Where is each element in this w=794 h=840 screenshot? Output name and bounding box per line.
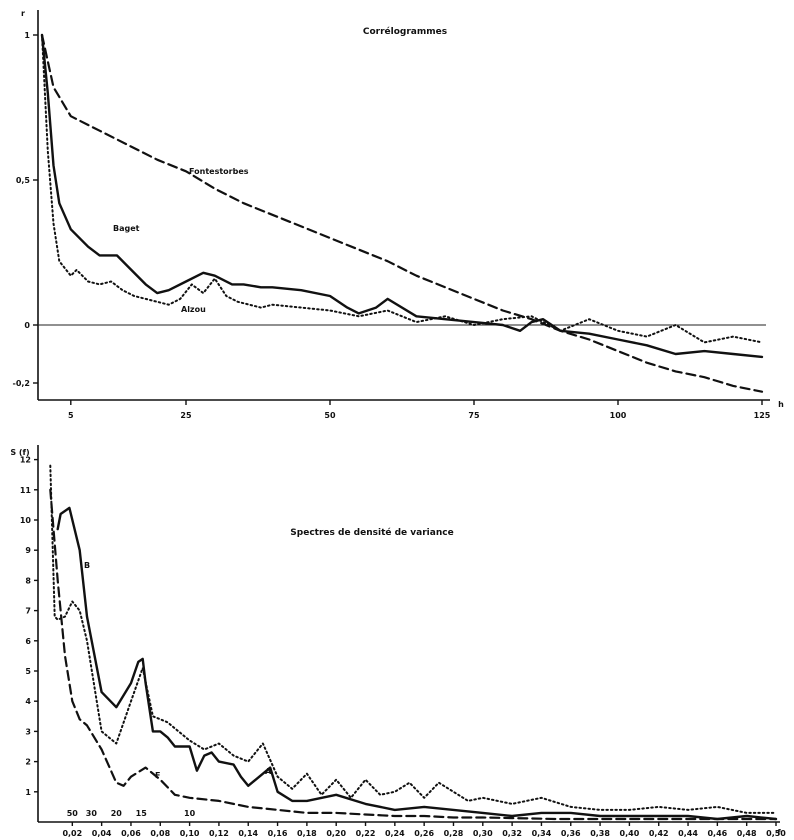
x-tick-label: 0,08 bbox=[150, 829, 170, 838]
y-tick-label: 12 bbox=[20, 456, 31, 465]
y-tick-label: 3 bbox=[25, 727, 31, 736]
series-line-fontestorbes bbox=[40, 33, 764, 393]
period-annotation: 15 bbox=[136, 809, 148, 818]
x-tick-label: 0,36 bbox=[561, 829, 581, 838]
x-tick-label: 0,18 bbox=[297, 829, 317, 838]
correlogram-title: Corrélogrammes bbox=[363, 26, 447, 37]
spectrum-period-annotations: 50 30 20 15 10 bbox=[67, 809, 196, 818]
x-tick-label: 0,46 bbox=[707, 829, 727, 838]
y-tick-label: 4 bbox=[25, 697, 31, 706]
correlogram-y-axis-label: r bbox=[21, 9, 25, 18]
y-tick-label: 0,5 bbox=[16, 176, 31, 185]
x-tick-label: 100 bbox=[610, 411, 627, 420]
y-tick-label: 6 bbox=[25, 637, 31, 646]
x-tick-label: 5 bbox=[68, 411, 74, 420]
x-tick-label: 0,32 bbox=[502, 829, 522, 838]
period-annotation: 10 bbox=[184, 809, 196, 818]
series-line-f bbox=[49, 488, 778, 821]
spectrum-x-axis-label: f bbox=[777, 828, 781, 837]
x-tick-label: 0,10 bbox=[180, 829, 200, 838]
period-annotation: 30 bbox=[86, 809, 98, 818]
y-tick-label: 5 bbox=[25, 667, 31, 676]
x-tick-label: 0,26 bbox=[414, 829, 434, 838]
spectrum-y-axis-label: S (f) bbox=[10, 448, 29, 457]
y-tick-label: 1 bbox=[24, 31, 30, 40]
x-tick-label: 50 bbox=[324, 411, 336, 420]
x-tick-label: 0,22 bbox=[356, 829, 376, 838]
series-line-alzou bbox=[41, 34, 763, 344]
x-tick-label: 0,38 bbox=[590, 829, 610, 838]
series-label-baget: Baget bbox=[113, 224, 140, 233]
x-tick-label: 0,14 bbox=[238, 829, 258, 838]
series-line-b bbox=[56, 506, 778, 821]
x-tick-label: 0,30 bbox=[473, 829, 493, 838]
spectrum-chart: Spectres de densité de variance S (f) f … bbox=[10, 445, 786, 838]
x-tick-label: 0,44 bbox=[678, 829, 698, 838]
correlogram-x-axis-label: h bbox=[778, 400, 784, 409]
x-tick-label: 125 bbox=[754, 411, 771, 420]
series-line-a bbox=[49, 464, 777, 814]
x-tick-label: 0,02 bbox=[62, 829, 82, 838]
x-tick-label: 0,20 bbox=[326, 829, 346, 838]
correlogram-ticks: 5 25 50 75 100 125 1 0,5 0 -0,2 bbox=[13, 31, 771, 420]
x-tick-label: 0,50 bbox=[766, 829, 786, 838]
x-tick-label: 0,12 bbox=[209, 829, 229, 838]
spectrum-series-group bbox=[49, 464, 778, 821]
y-tick-label: 7 bbox=[25, 607, 31, 616]
spectrum-title: Spectres de densité de variance bbox=[290, 527, 453, 538]
x-tick-label: 0,42 bbox=[649, 829, 669, 838]
series-label-b: B bbox=[84, 561, 90, 570]
period-annotation: 20 bbox=[111, 809, 123, 818]
series-label-alzou: Alzou bbox=[181, 305, 206, 314]
series-line-baget bbox=[40, 33, 764, 359]
period-annotation: 50 bbox=[67, 809, 79, 818]
x-tick-label: 0,34 bbox=[532, 829, 552, 838]
x-tick-label: 0,04 bbox=[92, 829, 112, 838]
spectrum-ticks: 0,02 0,04 0,06 0,08 0,10 0,12 0,14 0,16 0,18 0,20… bbox=[20, 456, 786, 838]
x-tick-label: 25 bbox=[180, 411, 192, 420]
x-tick-label: 0,24 bbox=[385, 829, 405, 838]
y-tick-label: 10 bbox=[20, 516, 32, 525]
y-tick-label: 11 bbox=[20, 486, 32, 495]
x-tick-label: 0,48 bbox=[737, 829, 757, 838]
x-tick-label: 0,16 bbox=[268, 829, 288, 838]
correlogram-chart: Corrélogrammes r h 5 25 50 75 100 125 1 0,5 0 -0,… bbox=[13, 9, 785, 420]
y-tick-label: -0,2 bbox=[13, 379, 31, 388]
y-tick-label: 8 bbox=[25, 576, 31, 585]
series-label-f: F bbox=[155, 771, 160, 780]
series-label-fontestorbes: Fontestorbes bbox=[189, 167, 249, 176]
correlogram-series-group bbox=[40, 33, 764, 393]
x-tick-label: 0,06 bbox=[121, 829, 141, 838]
y-tick-label: 2 bbox=[25, 758, 31, 767]
series-label-a: A bbox=[265, 767, 272, 776]
y-tick-label: 9 bbox=[25, 546, 31, 555]
y-tick-label: 0 bbox=[24, 321, 30, 330]
y-tick-label: 1 bbox=[25, 788, 31, 797]
x-tick-label: 0,40 bbox=[620, 829, 640, 838]
x-tick-label: 0,28 bbox=[444, 829, 464, 838]
x-tick-label: 75 bbox=[468, 411, 480, 420]
